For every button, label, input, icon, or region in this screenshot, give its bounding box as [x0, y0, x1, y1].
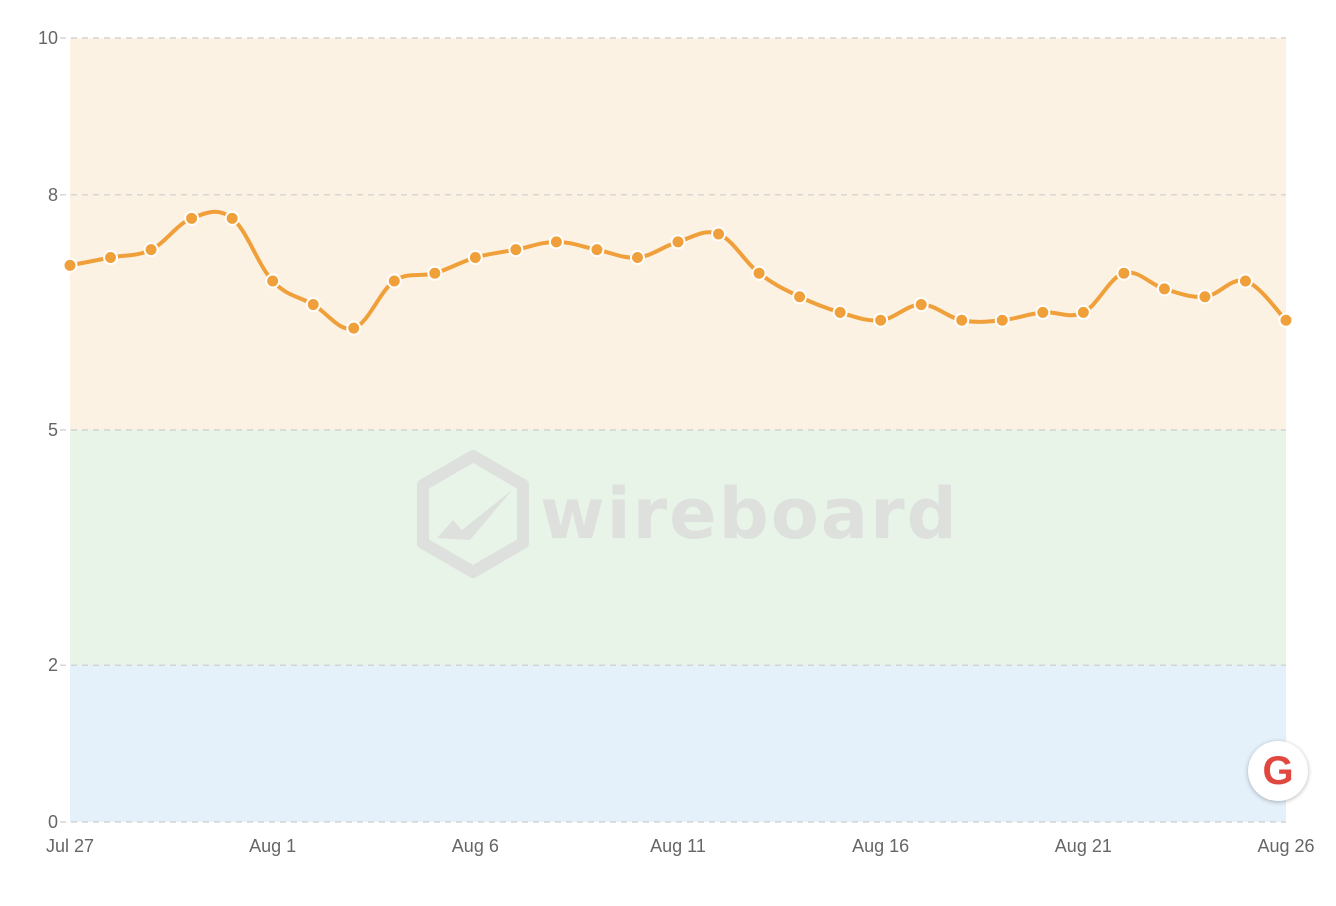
score-bands [70, 38, 1286, 822]
x-tick-label: Aug 6 [452, 836, 499, 856]
data-point[interactable] [224, 210, 240, 226]
data-point[interactable] [427, 265, 443, 281]
data-point[interactable] [1278, 312, 1294, 328]
x-axis-labels: Jul 27 Aug 1 Aug 6 Aug 11 Aug 16 Aug 21 Aug 26 [46, 836, 1315, 856]
data-point[interactable] [1237, 273, 1253, 289]
data-point[interactable] [792, 289, 808, 305]
y-tick-label: 2 [48, 655, 58, 675]
y-axis-labels: 0 2 5 8 10 [38, 28, 58, 832]
data-point[interactable] [467, 250, 483, 266]
data-point[interactable] [103, 250, 119, 266]
data-point[interactable] [184, 210, 200, 226]
y-tick-label: 5 [48, 420, 58, 440]
y-tick-label: 8 [48, 185, 58, 205]
data-point[interactable] [305, 297, 321, 313]
x-tick-label: Aug 21 [1055, 836, 1112, 856]
data-point[interactable] [589, 242, 605, 258]
data-point[interactable] [346, 320, 362, 336]
band-0 [70, 665, 1286, 822]
data-point[interactable] [670, 234, 686, 250]
y-tick-label: 10 [38, 28, 58, 48]
x-tick-label: Aug 11 [650, 836, 706, 856]
x-tick-label: Aug 16 [852, 836, 909, 856]
band-2 [70, 38, 1286, 430]
data-point[interactable] [265, 273, 281, 289]
data-point[interactable] [1156, 281, 1172, 297]
wireboard-watermark: wireboard [417, 450, 959, 578]
x-tick-label: Aug 1 [249, 836, 296, 856]
x-tick-label: Jul 27 [46, 836, 94, 856]
data-point[interactable] [386, 273, 402, 289]
data-point[interactable] [994, 312, 1010, 328]
data-point[interactable] [548, 234, 564, 250]
data-point[interactable] [1035, 304, 1051, 320]
data-point[interactable] [629, 250, 645, 266]
data-points [62, 210, 1294, 336]
data-point[interactable] [1197, 289, 1213, 305]
wireboard-logo-icon [417, 450, 529, 578]
data-point[interactable] [508, 242, 524, 258]
data-point[interactable] [751, 265, 767, 281]
google-icon: G [1262, 749, 1294, 793]
data-point[interactable] [1075, 304, 1091, 320]
google-badge[interactable]: G [1248, 741, 1308, 801]
data-point[interactable] [143, 242, 159, 258]
data-point[interactable] [62, 257, 78, 273]
data-point[interactable] [873, 312, 889, 328]
wireboard-logo-check [437, 490, 512, 540]
data-point[interactable] [954, 312, 970, 328]
x-tick-label: Aug 26 [1257, 836, 1314, 856]
data-point[interactable] [913, 297, 929, 313]
data-point[interactable] [711, 226, 727, 242]
band-1 [70, 430, 1286, 666]
watermark-text: wireboard [540, 473, 959, 555]
y-tick-label: 0 [48, 812, 58, 832]
data-point[interactable] [1116, 265, 1132, 281]
data-point[interactable] [832, 304, 848, 320]
